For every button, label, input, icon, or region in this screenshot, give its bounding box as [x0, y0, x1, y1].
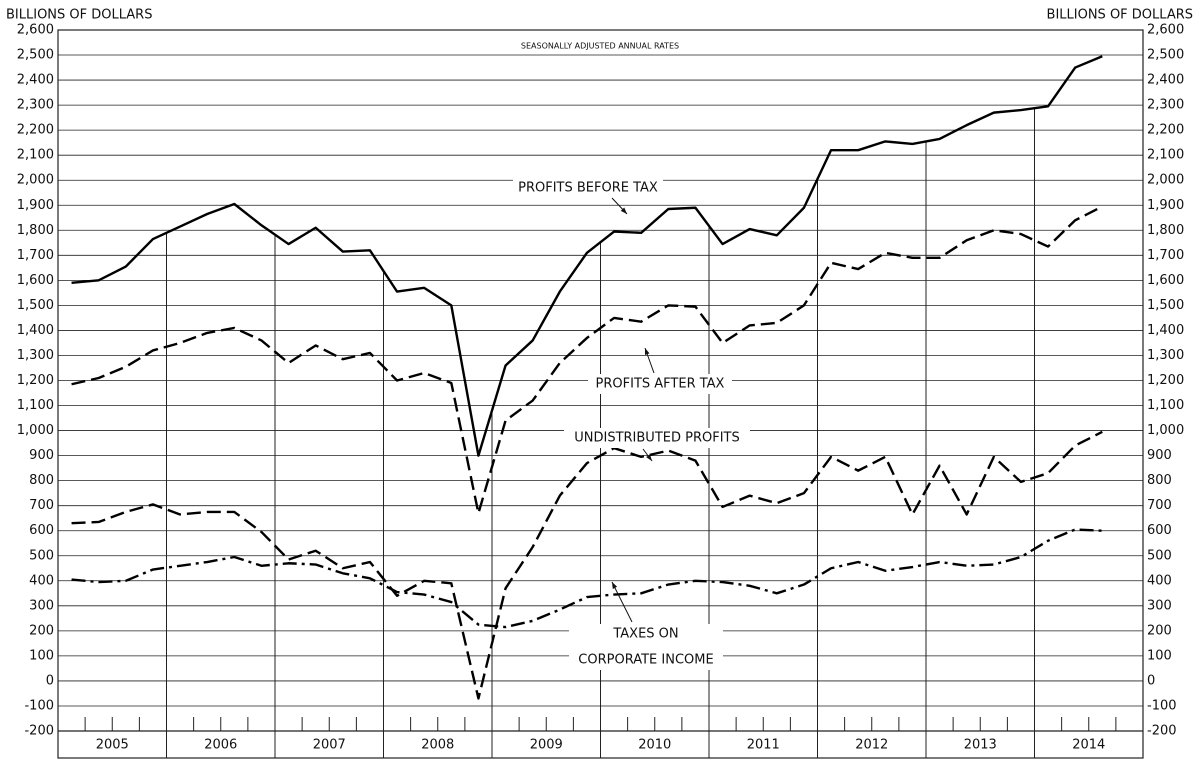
y2-tick-label: 2,500 [1147, 48, 1184, 63]
y2-tick-label: 1,100 [1147, 398, 1184, 413]
y-tick-label: 1,700 [17, 248, 54, 263]
y-tick-label: 800 [29, 473, 54, 488]
arrow-head [612, 582, 618, 589]
label-background [569, 624, 723, 670]
x-group-label: 2006 [204, 738, 237, 753]
y-tick-label: 2,500 [17, 48, 54, 63]
series-label: CORPORATE INCOME [578, 653, 713, 668]
y2-tick-label: 600 [1147, 523, 1172, 538]
y-tick-label: 2,200 [17, 123, 54, 138]
y2-tick-label: 1,000 [1147, 423, 1184, 438]
y-tick-label: 1,800 [17, 223, 54, 238]
y-tick-label: 2,300 [17, 98, 54, 113]
y2-tick-label: 500 [1147, 548, 1172, 563]
y-tick-label: 0 [46, 673, 54, 688]
x-group-label: 2011 [747, 738, 780, 753]
label-background [564, 428, 750, 448]
y2-tick-label: 400 [1147, 573, 1172, 588]
y2-tick-label: 1,500 [1147, 298, 1184, 313]
y2-tick-label: 1,800 [1147, 223, 1184, 238]
y2-tick-label: 1,900 [1147, 198, 1184, 213]
y-tick-label: 500 [29, 548, 54, 563]
y-tick-label: 700 [29, 498, 54, 513]
series-label: PROFITS BEFORE TAX [518, 181, 658, 196]
x-group-label: 2010 [638, 738, 671, 753]
y2-tick-label: 1,400 [1147, 323, 1184, 338]
y-axis-label: BILLIONS OF DOLLARS [6, 8, 152, 23]
y2-tick-label: 100 [1147, 648, 1172, 663]
series-line [71, 205, 1103, 515]
y2-tick-label: 1,700 [1147, 248, 1184, 263]
label-background [588, 374, 732, 394]
series-line [71, 528, 1103, 629]
y-tick-label: 100 [29, 648, 54, 663]
series-line [71, 430, 1103, 700]
x-group-label: 2007 [313, 738, 346, 753]
y-tick-label: 2,100 [17, 148, 54, 163]
y2-tick-label: 2,400 [1147, 73, 1184, 88]
arrow-head [646, 454, 652, 461]
y2-tick-label: 1,600 [1147, 273, 1184, 288]
arrow-head [644, 348, 650, 355]
y-tick-label: 600 [29, 523, 54, 538]
y2-tick-label: 2,600 [1147, 23, 1184, 38]
x-group-label: 2008 [421, 738, 454, 753]
y-tick-label: 400 [29, 573, 54, 588]
series-label: UNDISTRIBUTED PROFITS [574, 431, 739, 446]
y-tick-label: 1,900 [17, 198, 54, 213]
y2-tick-label: 1,200 [1147, 373, 1184, 388]
y-tick-label: 900 [29, 448, 54, 463]
y2-tick-label: 900 [1147, 448, 1172, 463]
y2-tick-label: -100 [1147, 698, 1177, 713]
y2-tick-label: 700 [1147, 498, 1172, 513]
y2-tick-label: 300 [1147, 598, 1172, 613]
y-tick-label: 1,300 [17, 348, 54, 363]
y2-tick-label: 2,300 [1147, 98, 1184, 113]
series-label: TAXES ON [612, 627, 678, 642]
y-tick-label: 300 [29, 598, 54, 613]
x-group-label: 2012 [855, 738, 888, 753]
y-tick-label: 2,600 [17, 23, 54, 38]
y-tick-label: -100 [24, 698, 54, 713]
series-label: PROFITS AFTER TAX [596, 377, 725, 392]
y2-tick-label: 0 [1147, 673, 1155, 688]
x-group-label: 2009 [530, 738, 563, 753]
y-tick-label: 1,000 [17, 423, 54, 438]
y2-tick-label: 2,100 [1147, 148, 1184, 163]
plot-frame [57, 29, 1144, 759]
y-tick-label: 1,200 [17, 373, 54, 388]
y2-tick-label: -200 [1147, 724, 1177, 739]
y-tick-label: 1,600 [17, 273, 54, 288]
y-tick-label: 1,500 [17, 298, 54, 313]
subtitle: SEASONALLY ADJUSTED ANNUAL RATES [521, 42, 679, 51]
y2-tick-label: 2,200 [1147, 123, 1184, 138]
arrow-head [620, 207, 627, 214]
y-tick-label: 1,400 [17, 323, 54, 338]
label-arrow [611, 581, 633, 623]
y2-tick-label: 2,000 [1147, 173, 1184, 188]
y2-tick-label: 200 [1147, 623, 1172, 638]
y-tick-label: 2,400 [17, 73, 54, 88]
y-tick-label: 1,100 [17, 398, 54, 413]
y-tick-label: -200 [24, 724, 54, 739]
x-group-label: 2014 [1072, 738, 1105, 753]
y2-tick-label: 800 [1147, 473, 1172, 488]
subtitle-background [516, 40, 684, 52]
y-tick-label: 2,000 [17, 173, 54, 188]
y2-axis-label: BILLIONS OF DOLLARS [1047, 8, 1193, 23]
series-line [71, 55, 1103, 457]
x-group-label: 2005 [96, 738, 129, 753]
y-tick-label: 200 [29, 623, 54, 638]
x-group-label: 2013 [964, 738, 997, 753]
label-background [513, 178, 663, 198]
y2-tick-label: 1,300 [1147, 348, 1184, 363]
